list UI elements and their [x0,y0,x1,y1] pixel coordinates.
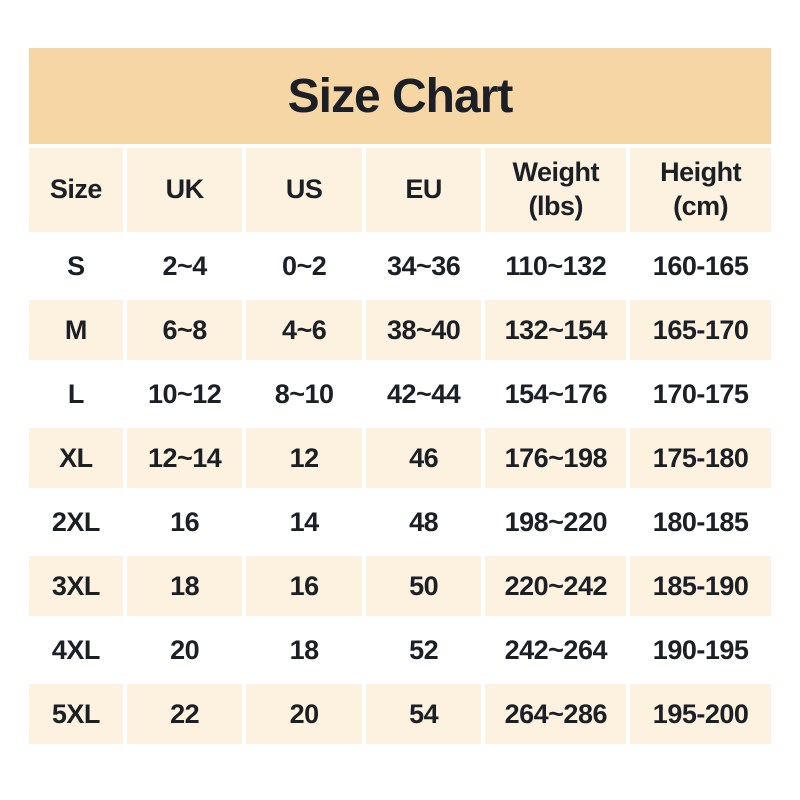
size-label-cell: XL [29,428,123,488]
table-cell: 18 [126,556,243,616]
table-cell: 38~40 [365,300,482,360]
column-header-us: US [246,148,362,232]
table-cell: 264~286 [485,684,627,744]
table-cell: 242~264 [485,620,627,680]
table-cell: 180-185 [630,492,771,552]
table-cell: 20 [246,684,362,744]
table-row-xl: XL 12~14 12 46 176~198 175-180 [29,428,771,488]
title-row: Size Chart [29,48,771,144]
table-row-m: M 6~8 4~6 38~40 132~154 165-170 [29,300,771,360]
table-cell: 12~14 [126,428,243,488]
size-label-cell: L [29,364,123,424]
table-cell: 18 [246,620,362,680]
column-header-eu: EU [365,148,482,232]
table-cell: 160-165 [630,236,771,296]
table-cell: 22 [126,684,243,744]
table-cell: 54 [365,684,482,744]
table-cell: 50 [365,556,482,616]
table-cell: 8~10 [246,364,362,424]
column-header-height: Height (cm) [630,148,771,232]
table-cell: 165-170 [630,300,771,360]
table-cell: 2~4 [126,236,243,296]
column-header-weight: Weight (lbs) [485,148,627,232]
table-cell: 46 [365,428,482,488]
table-body: S 2~4 0~2 34~36 110~132 160-165 M 6~8 4~6 38~40 13… [29,236,771,744]
table-row-s: S 2~4 0~2 34~36 110~132 160-165 [29,236,771,296]
table-cell: 110~132 [485,236,627,296]
size-label-cell: 3XL [29,556,123,616]
table-cell: 16 [246,556,362,616]
table-cell: 16 [126,492,243,552]
table-cell: 52 [365,620,482,680]
table-cell: 185-190 [630,556,771,616]
table-cell: 195-200 [630,684,771,744]
table-cell: 42~44 [365,364,482,424]
table-cell: 20 [126,620,243,680]
size-chart-table: Size Chart Size UK US EU Weight (lbs) Height … [25,44,775,748]
table-cell: 14 [246,492,362,552]
table-cell: 48 [365,492,482,552]
table-cell: 198~220 [485,492,627,552]
table-row-l: L 10~12 8~10 42~44 154~176 170-175 [29,364,771,424]
size-label-cell: S [29,236,123,296]
table-row-3xl: 3XL 18 16 50 220~242 185-190 [29,556,771,616]
size-label-cell: M [29,300,123,360]
table-row-4xl: 4XL 20 18 52 242~264 190-195 [29,620,771,680]
size-label-cell: 2XL [29,492,123,552]
column-header-size: Size [29,148,123,232]
column-header-uk: UK [126,148,243,232]
size-label-cell: 5XL [29,684,123,744]
table-cell: 176~198 [485,428,627,488]
table-cell: 12 [246,428,362,488]
size-label-cell: 4XL [29,620,123,680]
table-cell: 132~154 [485,300,627,360]
table-row-5xl: 5XL 22 20 54 264~286 195-200 [29,684,771,744]
table-cell: 190-195 [630,620,771,680]
table-cell: 220~242 [485,556,627,616]
table-cell: 0~2 [246,236,362,296]
table-cell: 170-175 [630,364,771,424]
page-title: Size Chart [29,48,771,144]
table-cell: 6~8 [126,300,243,360]
table-row-2xl: 2XL 16 14 48 198~220 180-185 [29,492,771,552]
table-cell: 10~12 [126,364,243,424]
table-header-row: Size UK US EU Weight (lbs) Height (cm) [29,148,771,232]
table-cell: 4~6 [246,300,362,360]
table-cell: 175-180 [630,428,771,488]
table-cell: 34~36 [365,236,482,296]
table-cell: 154~176 [485,364,627,424]
